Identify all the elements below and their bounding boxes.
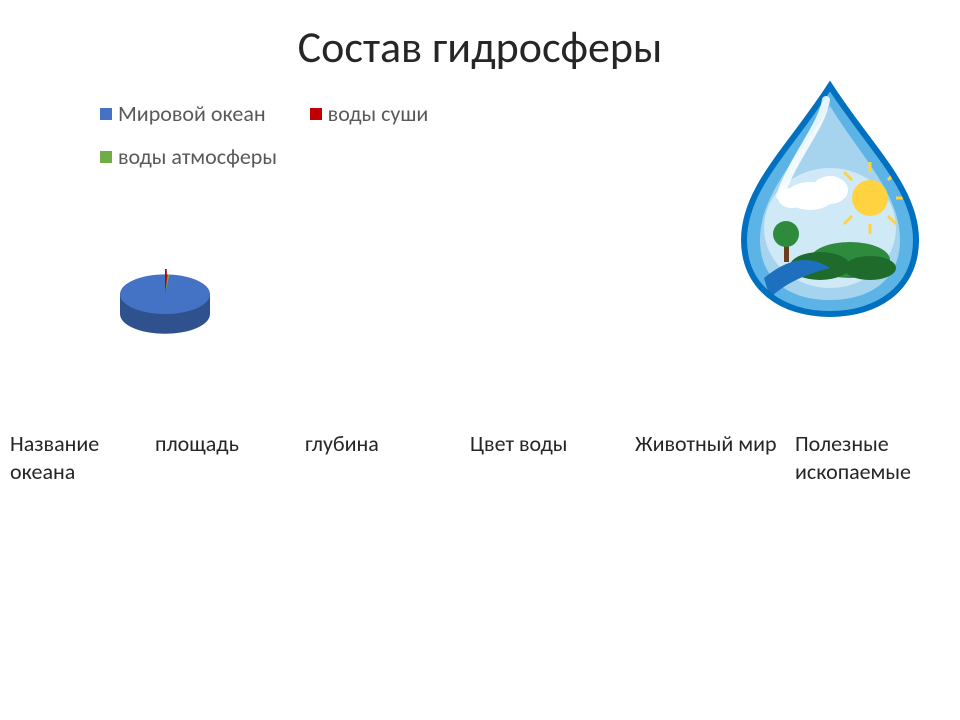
table-col-name: Название океана	[10, 430, 155, 485]
pie-chart	[110, 260, 220, 350]
table-headers: Название океана площадь глубина Цвет вод…	[10, 430, 950, 485]
sun-icon	[852, 180, 888, 216]
pie-svg	[110, 260, 220, 350]
legend-label: Мировой океан	[118, 100, 266, 127]
table-col-area: площадь	[155, 430, 305, 485]
legend-swatch-icon	[100, 151, 112, 163]
slide-title: Состав гидросферы	[0, 20, 960, 74]
legend-row: воды атмосферы	[100, 143, 540, 186]
legend-item: воды атмосферы	[100, 143, 277, 170]
water-drop-illustration	[730, 78, 930, 318]
legend-swatch-icon	[100, 108, 112, 120]
legend-label: воды суши	[328, 100, 429, 127]
legend-row: Мировой океан воды суши	[100, 100, 540, 143]
table-col-minerals: Полезные ископаемые	[795, 430, 950, 485]
legend-item: воды суши	[310, 100, 429, 127]
slide: Состав гидросферы Мировой океан воды суш…	[0, 0, 960, 720]
table-col-fauna: Животный мир	[635, 430, 795, 485]
legend-item: Мировой океан	[100, 100, 266, 127]
chart-legend: Мировой океан воды суши воды атмосферы	[100, 100, 540, 186]
pie-slice-land-edge	[165, 269, 167, 278]
legend-label: воды атмосферы	[118, 143, 277, 170]
table-col-color: Цвет воды	[470, 430, 635, 485]
drop-svg	[730, 78, 930, 318]
table-col-depth: глубина	[305, 430, 470, 485]
legend-swatch-icon	[310, 108, 322, 120]
